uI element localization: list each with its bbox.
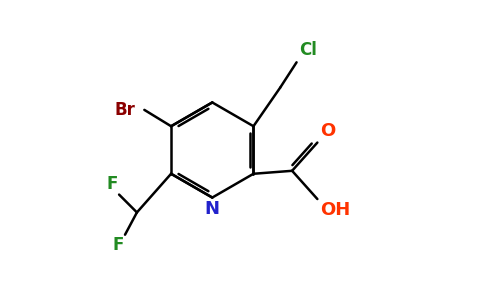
Text: O: O — [320, 122, 335, 140]
Text: F: F — [112, 236, 123, 254]
Text: Br: Br — [115, 101, 136, 119]
Text: N: N — [205, 200, 220, 218]
Text: F: F — [106, 175, 118, 193]
Text: OH: OH — [320, 201, 350, 219]
Text: Cl: Cl — [300, 41, 318, 59]
